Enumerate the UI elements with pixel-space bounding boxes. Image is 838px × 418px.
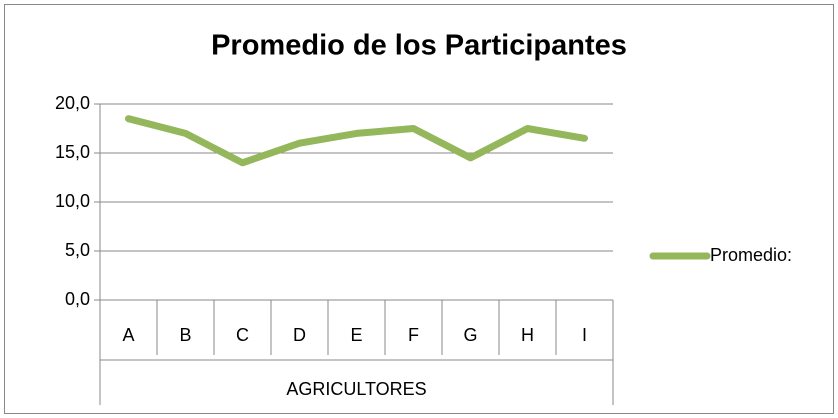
chart-title: Promedio de los Participantes — [211, 30, 627, 62]
x-tick-label: F — [408, 325, 419, 345]
line-series — [125, 115, 588, 167]
chart-border — [4, 4, 834, 414]
x-axis-label: AGRICULTORES — [286, 379, 426, 399]
x-tick-label: I — [582, 325, 587, 345]
legend-label: Promedio: — [710, 245, 792, 265]
x-tick-label: E — [350, 325, 362, 345]
x-tick-label: B — [179, 325, 191, 345]
x-tick-label: D — [293, 325, 306, 345]
y-tick-label: 5,0 — [65, 240, 90, 260]
y-tick-label: 15,0 — [55, 142, 90, 162]
x-tick-label: G — [463, 325, 477, 345]
y-tick-label: 20,0 — [55, 93, 90, 113]
y-tick-label: 0,0 — [65, 289, 90, 309]
x-tick-label: A — [122, 325, 134, 345]
x-tick-label: H — [521, 325, 534, 345]
x-tick-label: C — [236, 325, 249, 345]
y-tick-label: 10,0 — [55, 191, 90, 211]
